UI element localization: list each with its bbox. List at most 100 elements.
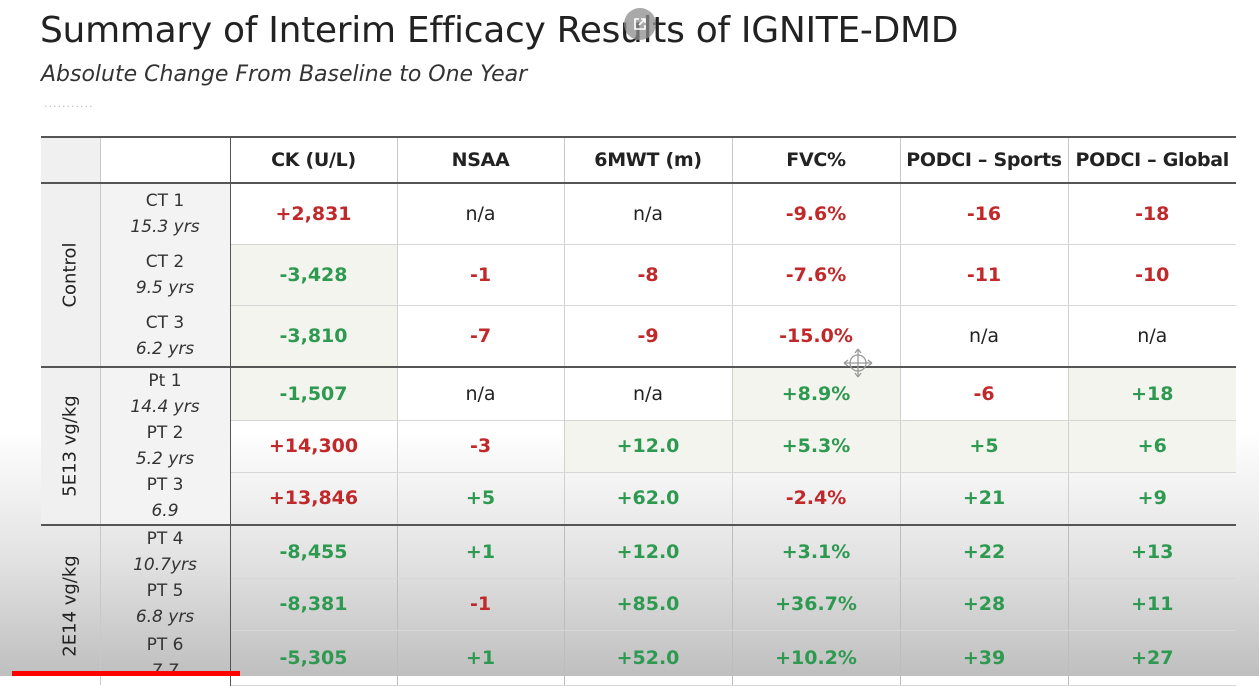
6mwt-value: +62.0 (563, 472, 732, 526)
podci-sports-value: +5 (899, 420, 1068, 473)
table-header-row: CK (U/L) NSAA 6MWT (m) FVC% PODCI – Spor… (41, 137, 1236, 184)
fvc-value: +36.7% (731, 578, 900, 631)
group-2e14: 2E14 vg/kg (41, 525, 101, 685)
table-row: 5E13 vg/kg Pt 1 14.4 yrs -1,507 n/a n/a … (41, 367, 1236, 526)
6mwt-value: +52.0 (563, 630, 732, 686)
patient-age: 6.9 (151, 501, 179, 521)
patient-age: 5.2 yrs (135, 449, 195, 469)
ck-value: -8,381 (229, 578, 397, 631)
podci-sports-value: -16 (899, 183, 1068, 245)
video-progress-bar[interactable] (12, 671, 240, 676)
slide-subtitle: Absolute Change From Baseline to One Yea… (41, 62, 528, 87)
6mwt-value: +85.0 (563, 578, 732, 631)
table-row: CT 3 6.2 yrs -3,810 -7 -9 -15.0% n/a n/a (41, 305, 1236, 368)
fvc-value: +3.1% (731, 525, 900, 579)
podci-sports-value: n/a (899, 305, 1068, 368)
fvc-value: -9.6% (731, 183, 900, 245)
table-row: Control CT 1 15.3 yrs +2,831 n/a n/a -9.… (41, 183, 1236, 368)
patient-cell: CT 2 9.5 yrs (100, 244, 231, 306)
header-empty-patient (99, 137, 231, 184)
patient-id: PT 6 (146, 634, 184, 655)
podci-global-value: +9 (1067, 472, 1236, 526)
patient-age: 15.3 yrs (130, 217, 200, 238)
fvc-value: +8.9% (731, 367, 900, 421)
podci-sports-value: +22 (899, 525, 1068, 579)
fvc-value: +5.3% (731, 420, 900, 473)
group-label: 5E13 vg/kg (59, 395, 81, 497)
podci-global-value: +27 (1067, 630, 1236, 686)
group-label: 2E14 vg/kg (59, 554, 81, 657)
6mwt-value: +12.0 (563, 525, 732, 579)
6mwt-value: n/a (563, 367, 732, 421)
patient-age: 9.5 yrs (135, 278, 195, 298)
nsaa-value: n/a (396, 367, 564, 421)
patient-cell: Pt 1 14.4 yrs (100, 367, 231, 420)
ck-value: -1,507 (229, 367, 397, 421)
nsaa-value: -3 (396, 420, 564, 473)
ck-value: +14,300 (229, 420, 397, 473)
podci-sports-value: +28 (899, 578, 1068, 631)
group-control: Control (41, 183, 101, 368)
6mwt-value: +12.0 (563, 420, 732, 473)
patient-id: CT 3 (145, 312, 185, 333)
nsaa-value: -1 (396, 578, 564, 631)
ck-value: -3,810 (229, 305, 397, 368)
table-row: PT 2 5.2 yrs +14,300 -3 +12.0 +5.3% +5 +… (41, 420, 1236, 473)
patient-cell: PT 5 6.8 yrs (100, 578, 231, 630)
patient-id: PT 2 (146, 423, 184, 443)
header-nsaa: NSAA (396, 137, 564, 184)
patient-age: 10.7yrs (133, 555, 197, 575)
podci-global-value: +18 (1067, 367, 1236, 421)
nsaa-value: n/a (396, 183, 564, 245)
slide-title: Summary of Interim Efficacy Results of I… (40, 10, 959, 51)
efficacy-results-table: CK (U/L) NSAA 6MWT (m) FVC% PODCI – Spor… (41, 136, 1236, 686)
ck-value: +2,831 (229, 183, 397, 245)
podci-global-value: n/a (1067, 305, 1236, 368)
table-row: CT 2 9.5 yrs -3,428 -1 -8 -7.6% -11 -10 (41, 244, 1236, 306)
nsaa-value: +5 (396, 472, 564, 526)
podci-sports-value: +21 (899, 472, 1068, 526)
patient-age: 14.4 yrs (130, 397, 200, 417)
header-ck: CK (U/L) (229, 137, 397, 184)
6mwt-value: -9 (563, 305, 732, 368)
ck-value: -5,305 (229, 630, 397, 686)
podci-sports-value: -6 (899, 367, 1068, 421)
group-label: Control (59, 242, 81, 308)
patient-cell: CT 3 6.2 yrs (100, 305, 231, 368)
decorative-dots: ........... (44, 97, 94, 110)
patient-age: 6.2 yrs (135, 338, 195, 359)
nsaa-value: +1 (396, 525, 564, 579)
ck-value: -3,428 (229, 244, 397, 306)
patient-cell: PT 6 7.7 (100, 630, 231, 685)
table-row: PT 5 6.8 yrs -8,381 -1 +85.0 +36.7% +28 … (41, 578, 1236, 631)
6mwt-value: -8 (563, 244, 732, 306)
patient-id: PT 5 (146, 581, 184, 601)
patient-cell: PT 3 6.9 (100, 472, 231, 526)
nsaa-value: -7 (396, 305, 564, 368)
nsaa-value: +1 (396, 630, 564, 686)
patient-cell: PT 2 5.2 yrs (100, 420, 231, 472)
fvc-value: -15.0% (731, 305, 900, 368)
patient-cell: PT 4 10.7yrs (100, 525, 231, 578)
header-podci-global: PODCI – Global (1067, 137, 1236, 184)
podci-global-value: +11 (1067, 578, 1236, 631)
fvc-value: -2.4% (731, 472, 900, 526)
patient-cell: CT 1 15.3 yrs (100, 183, 231, 245)
ck-value: +13,846 (229, 472, 397, 526)
table-row: 2E14 vg/kg PT 4 10.7yrs -8,455 +1 +12.0 … (41, 525, 1236, 685)
patient-id: Pt 1 (148, 371, 182, 391)
table-row: PT 3 6.9 +13,846 +5 +62.0 -2.4% +21 +9 (41, 472, 1236, 526)
patient-id: CT 1 (145, 191, 185, 212)
podci-global-value: +6 (1067, 420, 1236, 473)
patient-id: PT 3 (146, 475, 184, 495)
podci-sports-value: -11 (899, 244, 1068, 306)
header-fvc: FVC% (731, 137, 900, 184)
external-link-icon[interactable] (624, 8, 656, 40)
patient-id: PT 4 (146, 529, 184, 549)
fvc-value: +10.2% (731, 630, 900, 686)
patient-age: 6.8 yrs (135, 607, 195, 627)
header-podci-sports: PODCI – Sports (899, 137, 1068, 184)
podci-global-value: -18 (1067, 183, 1236, 245)
header-6mwt: 6MWT (m) (563, 137, 732, 184)
fvc-value: -7.6% (731, 244, 900, 306)
